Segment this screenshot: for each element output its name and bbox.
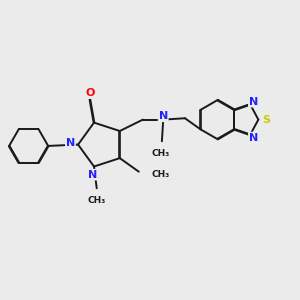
Text: N: N (88, 170, 97, 180)
Text: N: N (249, 133, 258, 142)
Text: S: S (262, 115, 270, 124)
Text: CH₃: CH₃ (88, 196, 106, 205)
Text: N: N (159, 111, 168, 121)
Text: N: N (249, 97, 258, 107)
Text: O: O (85, 88, 94, 98)
Text: CH₃: CH₃ (151, 170, 169, 179)
Text: CH₃: CH₃ (152, 149, 169, 158)
Text: N: N (66, 138, 75, 148)
